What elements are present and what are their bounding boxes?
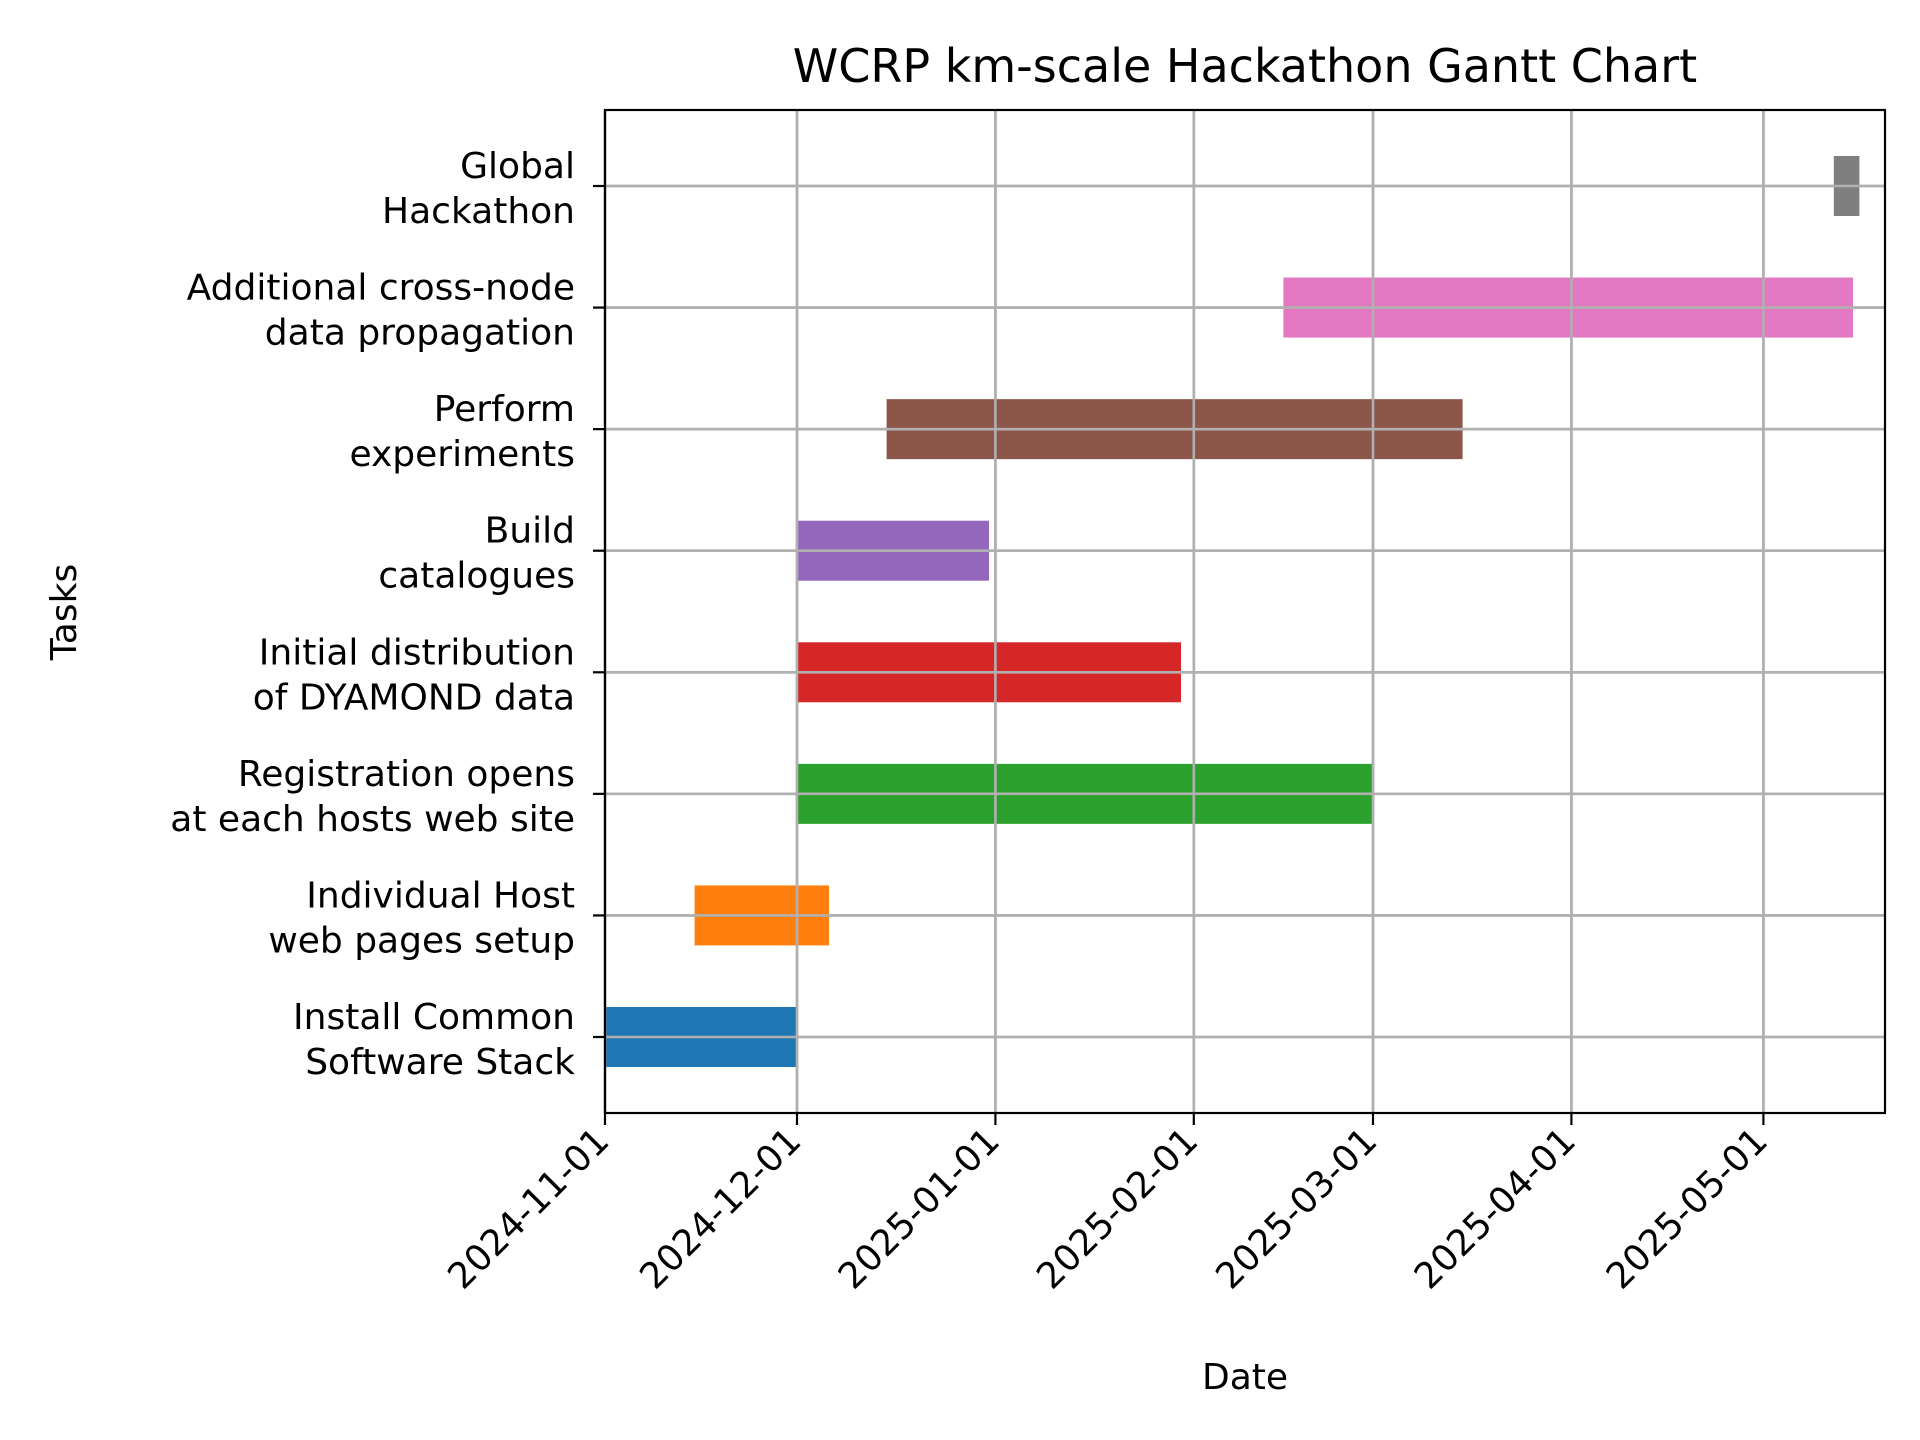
- y-tick-label: Initial distribution of DYAMOND data: [253, 632, 575, 718]
- chart-title: WCRP km-scale Hackathon Gantt Chart: [793, 39, 1697, 93]
- y-tick-label-line: Build: [485, 511, 575, 552]
- y-tick-label: Individual Host web pages setup: [268, 875, 575, 961]
- y-tick-label: Global Hackathon: [382, 146, 575, 232]
- y-tick-label-line: catalogues: [378, 556, 575, 597]
- x-tick-label: 2025-03-01: [1208, 1120, 1385, 1297]
- y-tick-label-line: web pages setup: [268, 920, 575, 961]
- y-tick-label-line: Global: [460, 146, 575, 187]
- y-tick-label: Install Common Software Stack: [293, 997, 575, 1083]
- bar-layer: [605, 156, 1860, 1067]
- y-tick-label-line: Hackathon: [382, 191, 575, 232]
- y-tick-label: Build catalogues: [378, 511, 575, 597]
- y-tick-label: Perform experiments: [349, 389, 575, 475]
- x-tick-label: 2025-02-01: [1029, 1120, 1206, 1297]
- x-tick-label: 2024-11-01: [440, 1120, 617, 1297]
- y-tick-label: Additional cross-node data propagation: [187, 268, 575, 354]
- x-axis-label: Date: [1202, 1357, 1288, 1398]
- plot-frame: [603, 108, 1887, 1115]
- x-tick-label: 2025-01-01: [831, 1120, 1008, 1297]
- grid-overlay: [603, 110, 1885, 1113]
- y-tick-label-line: Software Stack: [305, 1042, 575, 1083]
- x-tick-label: 2025-04-01: [1407, 1120, 1584, 1297]
- y-tick-label-line: Additional cross-node: [187, 268, 575, 309]
- y-axis-label: Tasks: [44, 564, 85, 661]
- x-tick-label: 2025-05-01: [1599, 1120, 1776, 1297]
- y-tick-label-line: experiments: [349, 434, 575, 475]
- y-tick-label-line: at each hosts web site: [170, 799, 575, 840]
- y-tick-label-line: Install Common: [293, 997, 575, 1038]
- y-tick-label-line: Perform: [434, 389, 575, 430]
- y-tick-label-line: of DYAMOND data: [253, 677, 575, 718]
- y-tick-label-line: Registration opens: [238, 754, 575, 795]
- y-tick-label-line: Initial distribution: [259, 632, 575, 673]
- y-tick-label: Registration opens at each hosts web site: [170, 754, 575, 840]
- y-tick-label-line: Individual Host: [306, 875, 575, 916]
- x-tick-label: 2024-12-01: [632, 1120, 809, 1297]
- y-tick-label-line: data propagation: [265, 313, 575, 354]
